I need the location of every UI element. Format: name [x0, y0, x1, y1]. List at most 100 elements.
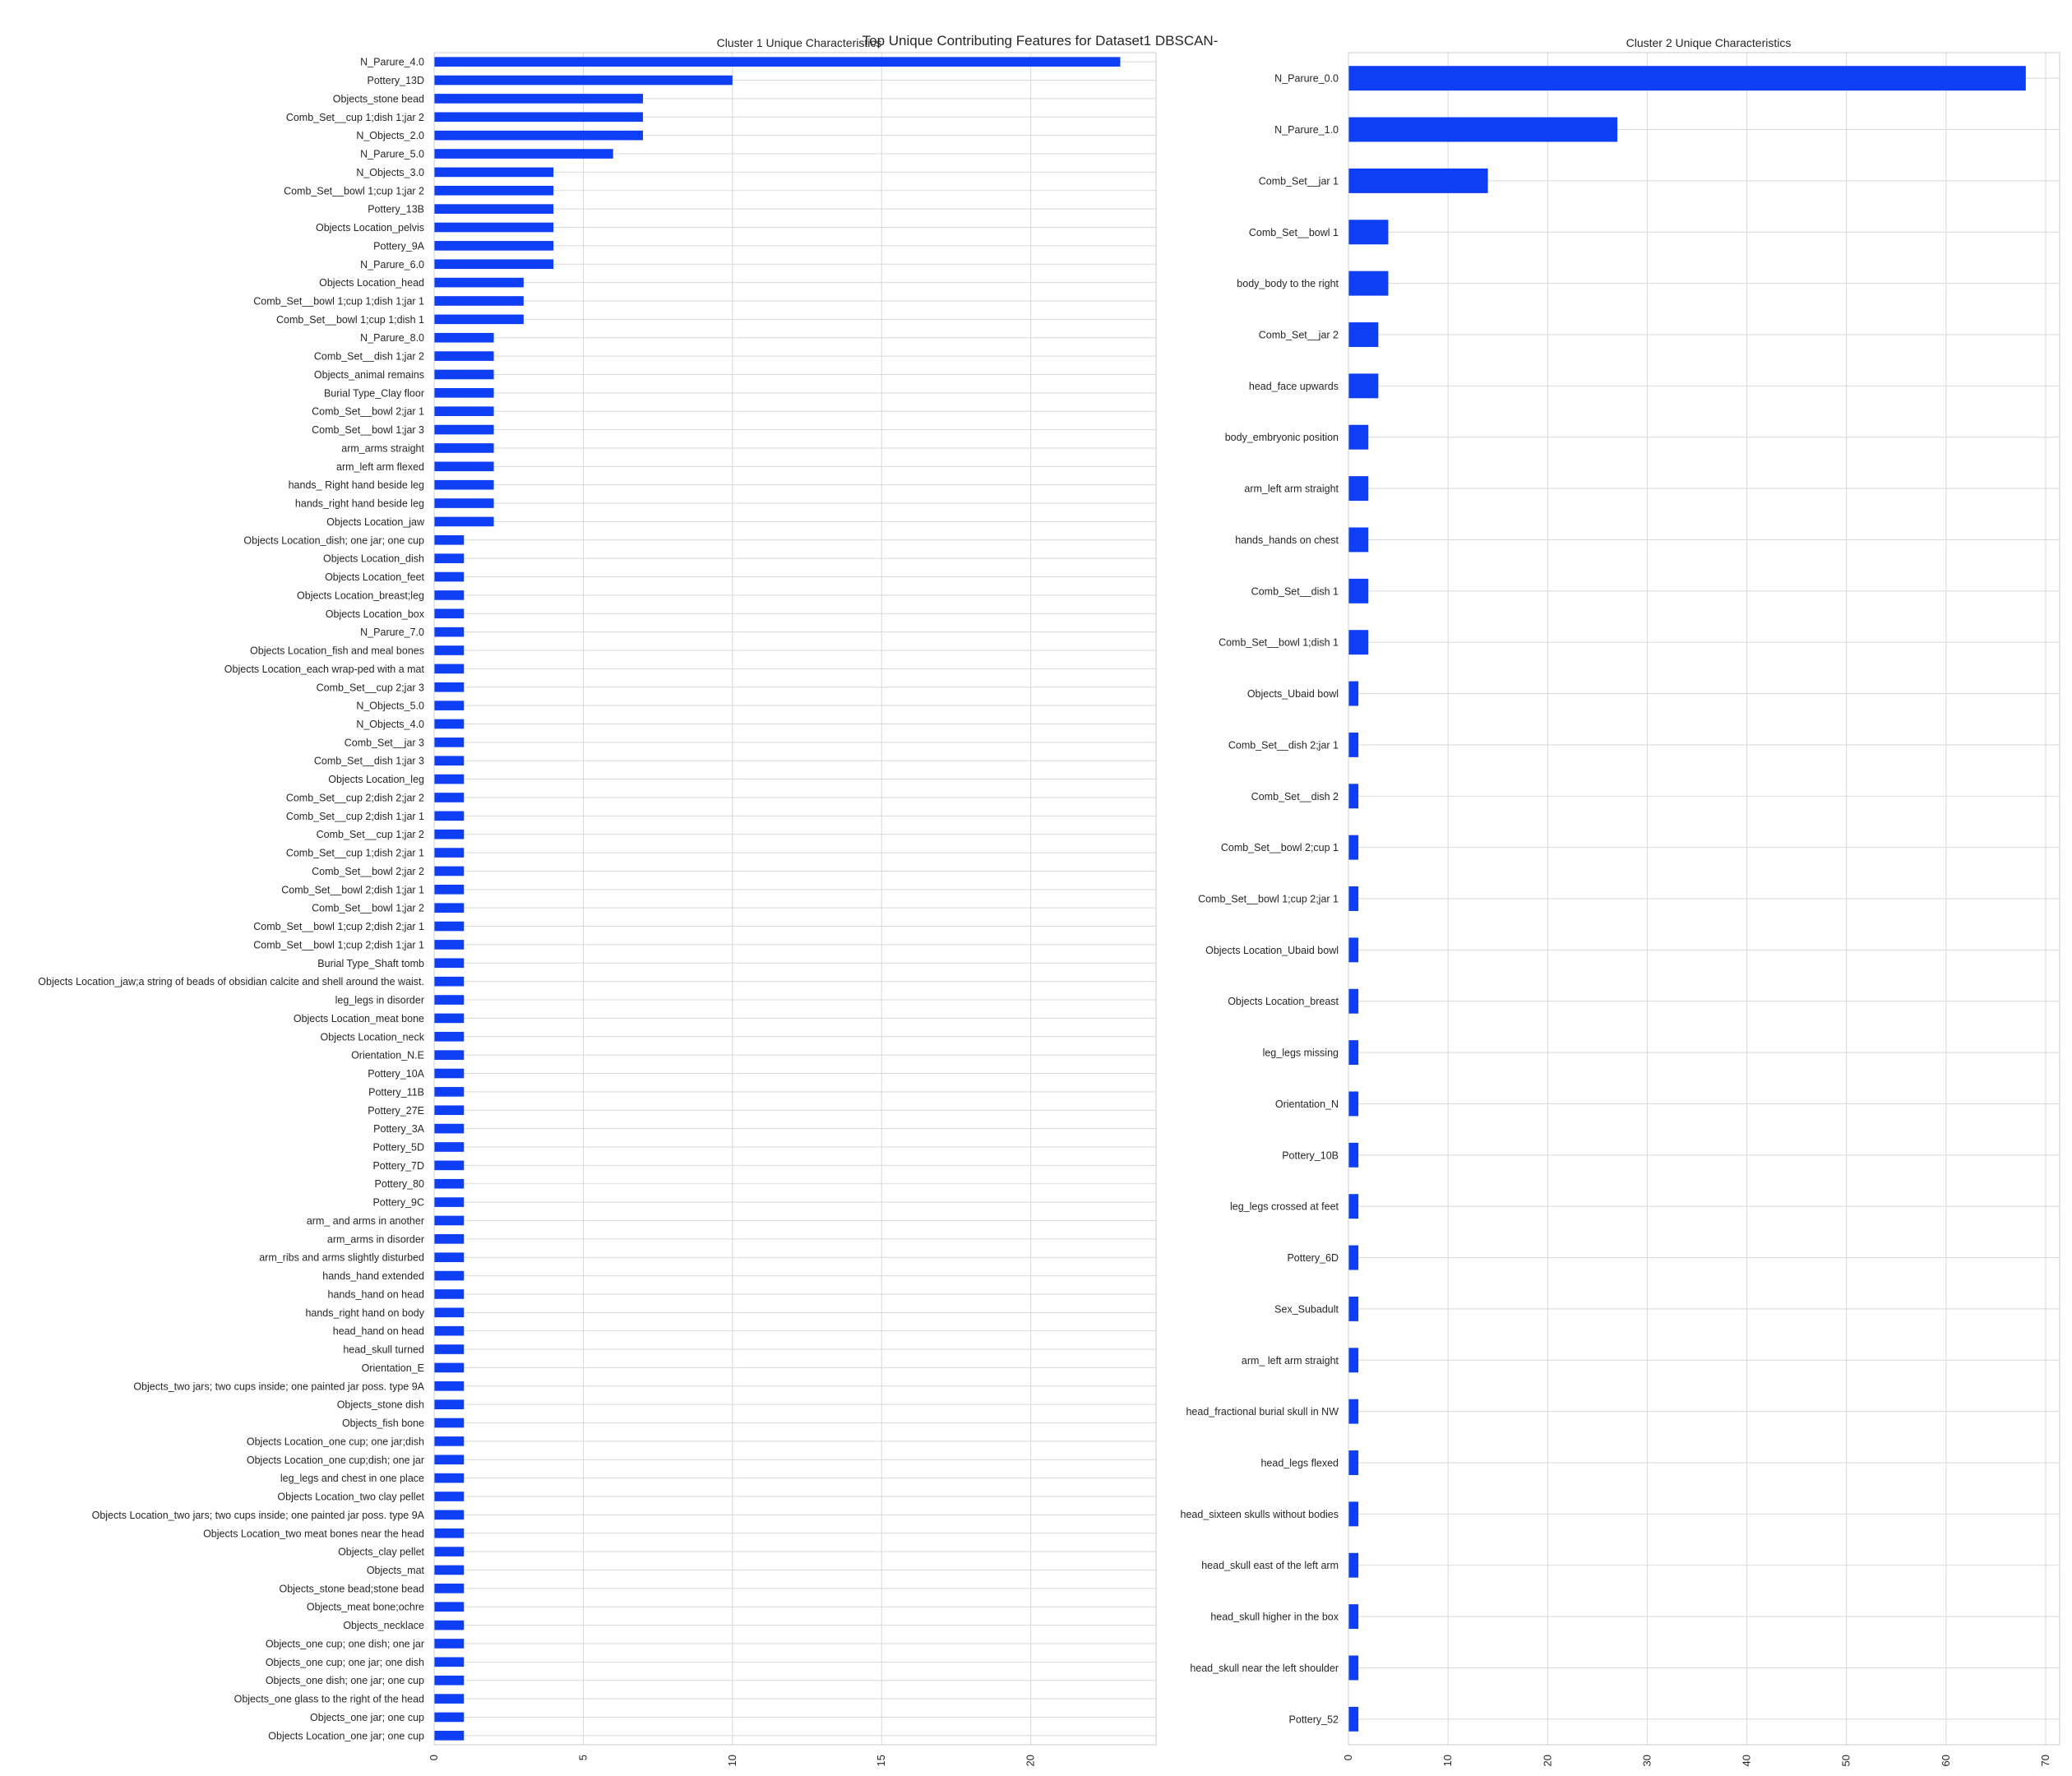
y-tick-label: Comb_Set__dish 1;jar 3 — [314, 756, 424, 767]
y-tick-label: arm_left arm flexed — [336, 461, 424, 473]
bar — [434, 424, 494, 435]
y-tick-label: Objects Location_fish and meal bones — [250, 645, 424, 657]
y-tick-label: head_sixteen skulls without bodies — [1181, 1509, 1339, 1520]
bar — [434, 976, 465, 987]
y-tick-label: Pottery_6D — [1287, 1252, 1339, 1264]
y-tick-label: Orientation_N.E — [351, 1050, 424, 1061]
y-tick-label: Pottery_5D — [372, 1141, 424, 1153]
bar — [1348, 373, 1379, 399]
y-tick-label: Burial Type_Clay floor — [324, 387, 424, 399]
y-tick-label: Comb_Set__bowl 1;cup 2;dish 2;jar 1 — [253, 921, 424, 932]
y-tick-label: Comb_Set__bowl 1;jar 3 — [312, 424, 424, 436]
bar — [434, 185, 554, 196]
bar — [434, 1620, 465, 1630]
y-tick-label: Objects_two jars; two cups inside; one p… — [133, 1381, 424, 1392]
bar — [434, 443, 494, 453]
y-tick-label: Objects Location_one cup; one jar;dish — [247, 1436, 424, 1447]
bar — [434, 1270, 465, 1281]
y-tick-label: hands_hands on chest — [1235, 534, 1339, 546]
bar — [434, 1455, 465, 1465]
y-tick-label: Objects_one glass to the right of the he… — [234, 1694, 424, 1705]
x-tick-label: 50 — [1840, 1755, 1852, 1766]
y-tick-label: Burial Type_Shaft tomb — [317, 958, 424, 969]
bar — [434, 1123, 465, 1134]
bar — [1348, 1245, 1359, 1270]
y-tick-label: leg_legs crossed at feet — [1230, 1201, 1339, 1213]
bar — [434, 1473, 465, 1483]
y-tick-label: N_Parure_4.0 — [360, 57, 424, 68]
bar — [434, 701, 465, 710]
y-tick-label: Objects_clay pellet — [338, 1547, 424, 1558]
y-tick-label: Objects_stone dish — [337, 1399, 424, 1411]
plot-area — [434, 53, 1156, 1745]
bar — [1348, 1296, 1359, 1321]
y-tick-label: head_skull east of the left arm — [1201, 1560, 1339, 1571]
y-tick-label: Objects Location_each wrap-ped with a ma… — [224, 664, 425, 675]
y-tick-label: Objects_Ubaid bowl — [1247, 688, 1339, 700]
y-tick-label: Objects_meat bone;ochre — [307, 1602, 424, 1613]
y-tick-label: N_Parure_5.0 — [360, 149, 424, 160]
y-tick-label: head_skull near the left shoulder — [1190, 1663, 1339, 1674]
y-tick-label: Comb_Set__bowl 1;cup 2;jar 1 — [1198, 894, 1339, 905]
x-tick-label: 10 — [1441, 1755, 1454, 1766]
x-tick-label: 0 — [1342, 1755, 1354, 1760]
bar — [434, 553, 465, 563]
y-tick-label: Objects Location_head — [319, 277, 424, 289]
y-tick-label: N_Objects_5.0 — [356, 701, 424, 712]
bar — [434, 738, 465, 747]
bar — [434, 1436, 465, 1446]
bar — [434, 645, 465, 655]
x-tick-label: 60 — [1940, 1755, 1952, 1766]
y-tick-label: Objects Location_box — [326, 608, 425, 620]
y-tick-label: leg_legs missing — [1263, 1048, 1339, 1059]
bar — [434, 498, 494, 508]
bar — [434, 866, 465, 876]
y-tick-label: leg_legs and chest in one place — [280, 1473, 424, 1484]
y-tick-label: head_face upwards — [1249, 381, 1339, 392]
bar — [434, 1712, 465, 1723]
bar — [1348, 1706, 1359, 1732]
bar — [434, 995, 465, 1005]
chart-title: Cluster 1 Unique Characteristics — [717, 36, 882, 49]
bar — [1348, 1399, 1359, 1424]
bar — [434, 940, 465, 950]
bar — [1348, 66, 2026, 91]
y-tick-label: N_Parure_0.0 — [1274, 73, 1339, 85]
y-tick-label: Objects Location_two jars; two cups insi… — [92, 1510, 425, 1521]
bar — [434, 1013, 465, 1024]
bar — [434, 1087, 465, 1097]
y-tick-label: arm_arms in disorder — [327, 1233, 424, 1245]
y-tick-label: Pottery_9C — [372, 1197, 424, 1209]
bar — [1348, 271, 1389, 296]
bar — [434, 1215, 465, 1226]
bar — [434, 884, 465, 895]
y-tick-label: N_Objects_2.0 — [356, 130, 424, 141]
y-tick-label: Objects_mat — [367, 1565, 425, 1576]
bar — [434, 130, 643, 141]
y-tick-label: Objects Location_breast;leg — [297, 590, 424, 601]
y-tick-label: Comb_Set__dish 1 — [1251, 585, 1339, 597]
y-tick-label: Objects Location_one cup;dish; one jar — [247, 1455, 424, 1466]
y-tick-label: Objects_one jar; one cup — [310, 1712, 424, 1723]
y-tick-label: Pottery_52 — [1289, 1714, 1339, 1725]
bar — [434, 664, 465, 674]
bar — [434, 719, 465, 729]
bar — [434, 1178, 465, 1189]
y-tick-label: head_skull turned — [343, 1344, 424, 1356]
y-tick-label: Comb_Set__bowl 1;cup 1;dish 1;jar 1 — [253, 295, 424, 307]
bar — [1348, 784, 1359, 809]
y-tick-label: Pottery_3A — [373, 1123, 425, 1135]
bar — [434, 332, 494, 343]
bar — [434, 1657, 465, 1667]
bar — [434, 1160, 465, 1171]
bar — [434, 1510, 465, 1520]
y-tick-label: arm_ and arms in another — [307, 1215, 424, 1227]
bar — [434, 204, 554, 214]
bar — [434, 461, 494, 472]
y-tick-label: Comb_Set__jar 3 — [345, 737, 424, 748]
y-tick-label: Pottery_80 — [375, 1178, 425, 1190]
bar — [434, 314, 524, 325]
bar — [1348, 1501, 1359, 1527]
x-tick-label: 70 — [2039, 1755, 2051, 1766]
